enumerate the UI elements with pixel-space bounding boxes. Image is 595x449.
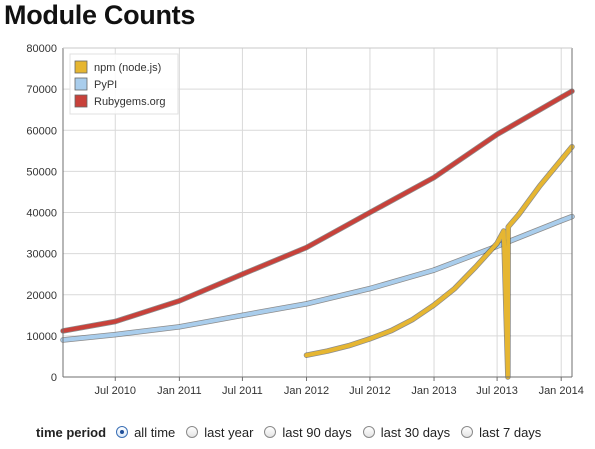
- legend-box: [69, 53, 179, 115]
- series-line-pypi: [61, 214, 574, 342]
- y-tick-label: 80000: [26, 43, 57, 55]
- radio-label: last 30 days: [380, 424, 451, 440]
- radio-button[interactable]: [116, 426, 129, 438]
- series-line-rubygems-org: [61, 89, 574, 333]
- y-tick-label: 10000: [26, 331, 57, 343]
- legend-label: npm (node.js): [94, 62, 161, 74]
- time-period-label: time period: [36, 424, 107, 440]
- radio-button[interactable]: [264, 426, 277, 438]
- x-tick-label: Jan 2011: [157, 385, 201, 397]
- y-tick-label: 0: [51, 372, 57, 384]
- chart-svg: 0 10000 20000 30000 40000 50000 60000 70000 8000…: [26, 43, 583, 397]
- y-tick-label: 20000: [26, 290, 57, 302]
- y-tick-label: 30000: [26, 249, 57, 261]
- y-tick-label: 70000: [26, 84, 57, 96]
- radio-option-last-year[interactable]: last year: [186, 425, 253, 440]
- legend-swatch: [74, 94, 88, 108]
- x-tick-label: Jan 2013: [411, 385, 456, 397]
- x-tick-label: Jul 2010: [94, 385, 136, 397]
- radio-label: all time: [134, 424, 176, 440]
- legend-label: PyPI: [94, 79, 117, 91]
- radio-label: last year: [204, 424, 254, 440]
- radio-label: last 90 days: [282, 424, 352, 440]
- x-tick-label: Jul 2012: [349, 385, 391, 397]
- x-tick-label: Jul 2013: [476, 385, 518, 397]
- x-tick-label: Jan 2014: [539, 385, 584, 397]
- radio-button[interactable]: [461, 426, 474, 438]
- x-tick-label: Jul 2011: [222, 385, 263, 397]
- legend-swatch: [74, 77, 88, 91]
- time-period-selector: time period all time last year last 90 d…: [0, 420, 595, 444]
- axes: 0 10000 20000 30000 40000 50000 60000 70000 8000…: [26, 43, 583, 397]
- radio-option-all-time[interactable]: all time: [116, 425, 175, 440]
- radio-label: last 7 days: [479, 424, 542, 440]
- legend-swatch: [74, 60, 88, 74]
- radio-button[interactable]: [186, 426, 199, 438]
- radio-option-last-90-days[interactable]: last 90 days: [264, 424, 352, 440]
- page-title: Module Counts: [4, 0, 196, 30]
- radio-option-last-7-days[interactable]: last 7 days: [461, 425, 541, 440]
- y-tick-label: 60000: [26, 125, 57, 137]
- y-tick-label: 50000: [26, 166, 57, 178]
- y-tick-label: 40000: [26, 208, 57, 220]
- series-lines: [60, 88, 575, 380]
- legend: npm (node.js) PyPI Rubygems.org: [69, 53, 179, 115]
- legend-label: Rubygems.org: [94, 96, 166, 108]
- line-chart: 0 10000 20000 30000 40000 50000 60000 70000 8000…: [0, 38, 595, 410]
- series-line-npm-node-js: [304, 144, 574, 379]
- radio-option-last-30-days[interactable]: last 30 days: [362, 424, 451, 440]
- radio-button[interactable]: [362, 426, 375, 438]
- x-tick-label: Jan 2012: [284, 385, 329, 397]
